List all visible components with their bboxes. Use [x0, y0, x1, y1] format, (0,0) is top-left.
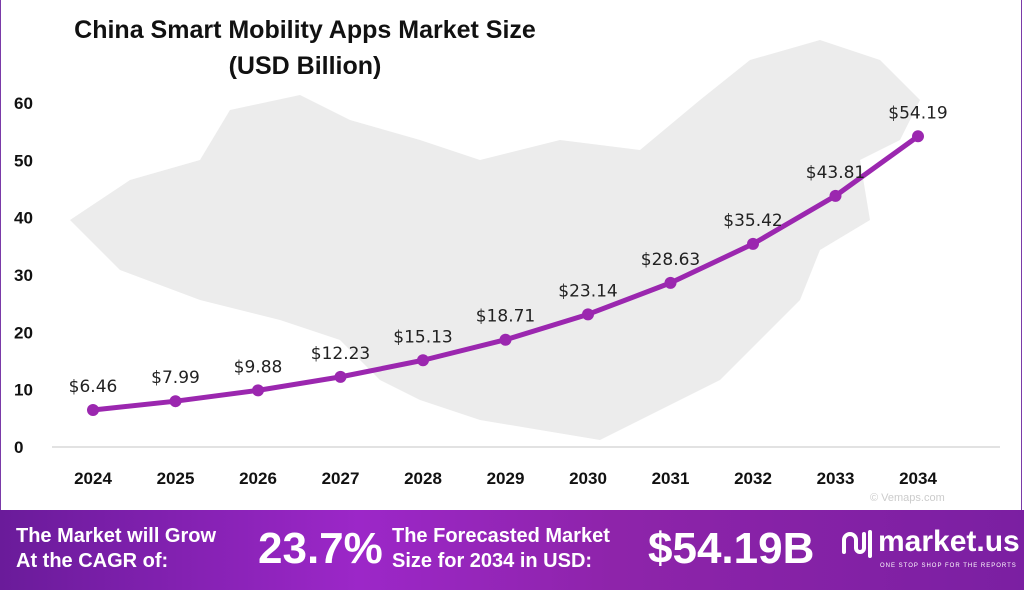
cagr-label-line-2: At the CAGR of: [16, 550, 169, 572]
x-tick-label: 2030 [569, 469, 607, 488]
market-us-logo: market.us ONE STOP SHOP FOR THE REPORTS [840, 526, 1020, 576]
y-tick-label: 20 [14, 323, 33, 342]
data-label: $15.13 [393, 327, 452, 347]
cagr-value: 23.7% [258, 524, 383, 573]
x-tick-label: 2029 [487, 469, 525, 488]
y-tick-label: 60 [14, 94, 33, 113]
y-tick-label: 50 [14, 151, 33, 170]
data-point [747, 237, 759, 250]
x-tick-label: 2027 [322, 469, 360, 488]
data-label: $35.42 [723, 211, 782, 231]
forecast-label-line-1: The Forecasted Market [392, 525, 610, 547]
data-label: $43.81 [806, 163, 865, 183]
x-tick-label: 2026 [239, 469, 277, 488]
data-point [334, 370, 347, 383]
data-label: $12.23 [311, 344, 370, 364]
x-tick-label: 2032 [734, 469, 772, 488]
data-point [829, 189, 842, 202]
y-tick-label: 30 [14, 266, 33, 285]
data-label: $54.19 [888, 103, 947, 123]
logo-icon [842, 530, 872, 558]
title-line-2: (USD Billion) [228, 52, 382, 80]
data-point [664, 276, 677, 289]
forecast-label: The Forecasted Market Size for 2034 in U… [392, 524, 610, 574]
china-map-background [70, 40, 920, 440]
y-tick-label: 40 [14, 209, 33, 228]
data-point [252, 384, 264, 397]
data-point [582, 308, 594, 321]
cagr-label: The Market will Grow At the CAGR of: [16, 524, 216, 574]
data-label: $7.99 [151, 368, 200, 388]
x-tick-label: 2031 [652, 469, 690, 488]
forecast-label-line-2: Size for 2034 in USD: [392, 550, 593, 572]
data-label: $28.63 [641, 250, 700, 270]
data-label: $6.46 [69, 377, 118, 397]
x-tick-label: 2034 [899, 469, 937, 488]
cagr-label-line-1: The Market will Grow [16, 525, 217, 547]
data-point [499, 333, 512, 346]
y-tick-label: 10 [14, 381, 33, 400]
x-tick-label: 2028 [404, 469, 442, 488]
y-tick-label: 0 [14, 438, 23, 457]
x-tick-label: 2025 [157, 469, 195, 488]
logo-tagline: ONE STOP SHOP FOR THE REPORTS [880, 563, 1017, 569]
data-label: $23.14 [558, 281, 617, 301]
data-label: $18.71 [476, 307, 535, 327]
logo-text: market.us [878, 525, 1020, 558]
summary-banner: The Market will Grow At the CAGR of: 23.… [0, 510, 1024, 590]
x-tick-label: 2024 [74, 469, 112, 488]
title-line-1: China Smart Mobility Apps Market Size [74, 16, 536, 44]
chart-title: China Smart Mobility Apps Market Size (U… [0, 12, 610, 84]
forecast-value: $54.19B [648, 524, 815, 573]
data-label: $9.88 [234, 357, 283, 377]
data-point [912, 130, 924, 143]
x-tick-label: 2033 [817, 469, 855, 488]
data-point [169, 395, 182, 408]
data-point [87, 403, 99, 416]
watermark: © Vemaps.com [870, 492, 945, 504]
data-point [417, 354, 429, 367]
